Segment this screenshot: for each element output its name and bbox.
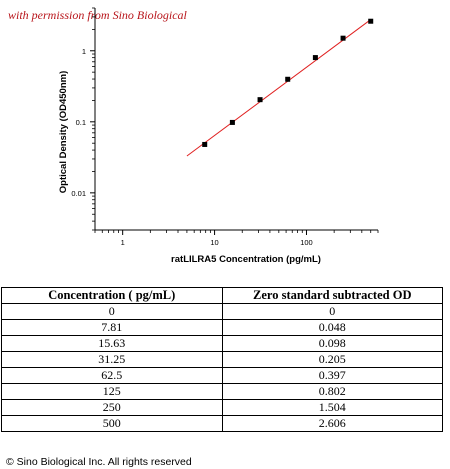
cell-od: 0.397 [221, 367, 443, 384]
header-od: Zero standard subtracted OD [221, 287, 443, 304]
y-tick-label: 1 [82, 47, 86, 56]
cell-concentration: 7.81 [1, 319, 223, 336]
table-row: 500 2.606 [1, 415, 443, 432]
x-tick-label: 10 [210, 238, 218, 247]
cell-concentration: 0 [1, 303, 223, 320]
cell-od: 0.802 [221, 383, 443, 400]
table-row: 7.81 0.048 [1, 319, 443, 336]
cell-od: 0.205 [221, 351, 443, 368]
fit-line [186, 19, 372, 157]
data-point [285, 76, 291, 82]
copyright-text: © Sino Biological Inc. All rights reserv… [6, 456, 192, 468]
cell-od: 0 [221, 303, 443, 320]
cell-concentration: 62.5 [1, 367, 223, 384]
x-axis-title: ratLILRA5 Concentration (pg/mL) [171, 254, 321, 265]
data-point [368, 18, 374, 24]
data-point [229, 119, 235, 125]
data-point [312, 55, 318, 61]
header-concentration: Concentration ( pg/mL) [1, 287, 223, 304]
cell-concentration: 250 [1, 399, 223, 416]
y-tick-label: 0.1 [76, 118, 86, 127]
table-row: 31.25 0.205 [1, 351, 443, 368]
table-header-row: Concentration ( pg/mL) Zero standard sub… [1, 287, 443, 304]
table-row: 62.5 0.397 [1, 367, 443, 384]
cell-concentration: 15.63 [1, 335, 223, 352]
cell-od: 0.098 [221, 335, 443, 352]
cell-concentration: 31.25 [1, 351, 223, 368]
data-table: Concentration ( pg/mL) Zero standard sub… [1, 287, 443, 432]
cell-od: 2.606 [221, 415, 443, 432]
standard-curve-chart: 1 10 100 0.01 0.1 1 Optical Density (OD450nm)… [58, 7, 379, 265]
data-point [340, 35, 346, 41]
table-row: 125 0.802 [1, 383, 443, 400]
data-points-group [202, 18, 374, 147]
x-tick-label: 1 [121, 238, 125, 247]
data-point [257, 97, 263, 103]
x-tick-label: 100 [300, 238, 313, 247]
watermark-text: with permission from Sino Biological [8, 8, 187, 22]
cell-od: 1.504 [221, 399, 443, 416]
cell-concentration: 125 [1, 383, 223, 400]
data-point [202, 141, 208, 147]
fit-line-group [186, 19, 372, 157]
y-axis-title: Optical Density (OD450nm) [58, 71, 69, 193]
table-row: 250 1.504 [1, 399, 443, 416]
cell-concentration: 500 [1, 415, 223, 432]
table-row: 15.63 0.098 [1, 335, 443, 352]
cell-od: 0.048 [221, 319, 443, 336]
y-tick-label: 0.01 [71, 189, 86, 198]
chart-ticks: 1 10 100 0.01 0.1 1 [71, 7, 379, 247]
